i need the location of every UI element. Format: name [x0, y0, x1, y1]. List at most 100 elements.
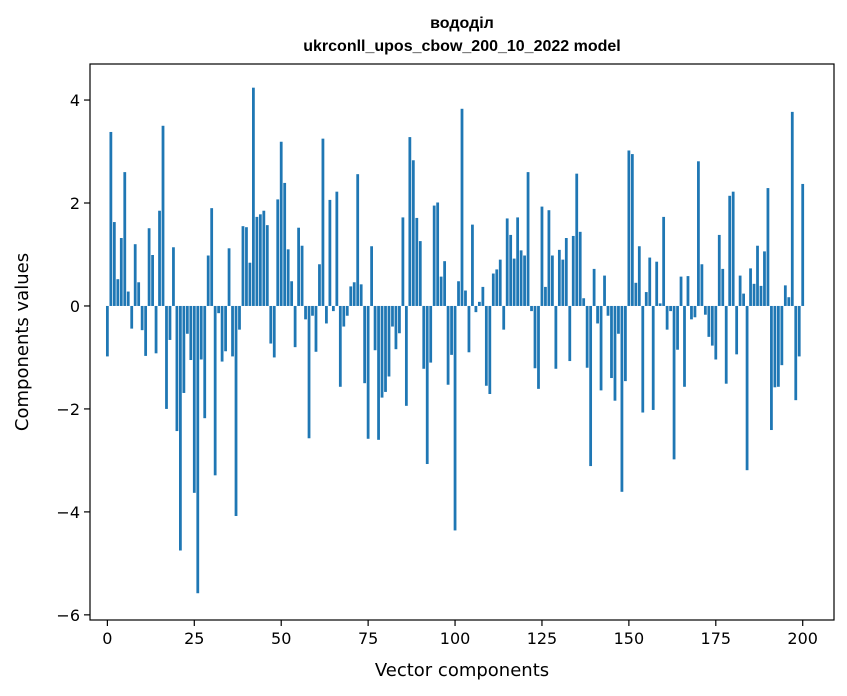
bar-193 [776, 305, 780, 387]
bar-41 [248, 262, 252, 306]
bar-49 [276, 199, 280, 306]
bar-162 [669, 305, 672, 312]
y-tick-label-4: 2 [70, 194, 80, 213]
bar-184 [745, 305, 749, 471]
bar-100 [453, 305, 457, 531]
bar-128 [551, 255, 554, 306]
bar-45 [262, 210, 266, 306]
bar-137 [582, 298, 586, 306]
bar-94 [432, 205, 436, 306]
bar-99 [450, 305, 453, 355]
chart-title-line-1: вододіл [430, 15, 494, 32]
chart-title-line-2: ukrconll_upos_cbow_200_10_2022 model [303, 38, 620, 55]
bar-124 [537, 305, 540, 389]
bar-188 [759, 285, 763, 306]
bar-70 [349, 286, 353, 306]
bar-14 [154, 305, 158, 354]
bar-33 [220, 305, 224, 362]
bar-185 [749, 268, 752, 306]
x-tick-label-8: 200 [787, 629, 818, 648]
bar-176 [717, 234, 721, 306]
bar-3 [116, 279, 120, 306]
bar-12 [147, 228, 151, 306]
bar-44 [258, 214, 262, 306]
bar-4 [119, 238, 123, 306]
bar-38 [238, 305, 241, 330]
bar-29 [206, 255, 210, 306]
bar-152 [634, 282, 638, 306]
bar-198 [794, 305, 798, 401]
bar-76 [370, 246, 373, 306]
bar-71 [352, 282, 356, 306]
bar-200 [801, 183, 805, 306]
y-tick-label-5: 4 [70, 91, 80, 110]
bar-154 [641, 305, 645, 413]
x-tick-label-2: 50 [271, 629, 291, 648]
bar-103 [464, 290, 467, 306]
bar-179 [728, 195, 732, 306]
bar-54 [293, 305, 297, 348]
bar-159 [658, 303, 662, 306]
bar-80 [384, 305, 387, 392]
plot-area-frame [89, 63, 835, 621]
bar-171 [700, 264, 704, 306]
bar-96 [439, 276, 443, 306]
bar-133 [568, 305, 572, 362]
bar-59 [311, 305, 314, 316]
bar-111 [491, 273, 495, 306]
bar-106 [474, 305, 478, 313]
bar-130 [557, 249, 561, 306]
bar-46 [265, 225, 269, 306]
bar-102 [460, 108, 464, 306]
bar-32 [217, 305, 221, 314]
bar-189 [763, 251, 766, 306]
bar-194 [780, 305, 784, 366]
bar-40 [245, 227, 248, 306]
bar-62 [321, 138, 325, 306]
bar-199 [797, 305, 801, 357]
bar-121 [526, 172, 530, 306]
bar-series [105, 87, 805, 594]
y-tick-label-1: −4 [56, 503, 80, 522]
bar-145 [610, 305, 613, 379]
bar-98 [446, 305, 450, 385]
bar-9 [137, 282, 141, 306]
bar-93 [429, 305, 433, 363]
bar-75 [366, 305, 370, 439]
bar-142 [599, 305, 603, 391]
bar-73 [359, 284, 363, 306]
bar-120 [523, 255, 526, 306]
bar-87 [408, 137, 412, 306]
bar-72 [356, 174, 360, 306]
bar-134 [571, 235, 575, 306]
bar-20 [175, 305, 179, 432]
bar-31 [213, 305, 217, 476]
bar-119 [519, 250, 523, 306]
bar-122 [530, 305, 533, 312]
bar-164 [676, 305, 679, 350]
bar-114 [502, 305, 506, 330]
bar-163 [672, 305, 676, 460]
bar-24 [189, 305, 193, 361]
bar-165 [679, 276, 683, 306]
bar-64 [328, 199, 332, 306]
bar-6 [126, 291, 130, 306]
bar-187 [756, 245, 759, 306]
bar-25 [192, 305, 196, 493]
bar-65 [331, 305, 335, 312]
bar-101 [457, 281, 460, 306]
bar-113 [498, 259, 502, 306]
y-tick-label-3: 0 [70, 297, 80, 316]
bar-74 [363, 305, 367, 384]
bar-151 [630, 154, 634, 306]
x-tick-label-1: 25 [184, 629, 204, 648]
bar-139 [589, 305, 593, 467]
bar-51 [283, 182, 287, 306]
bar-177 [721, 268, 725, 306]
bar-66 [335, 191, 339, 306]
y-tick-label-0: −6 [56, 606, 80, 625]
bar-156 [648, 257, 652, 306]
bar-30 [210, 208, 214, 306]
bar-27 [199, 305, 203, 360]
bar-160 [662, 216, 666, 306]
